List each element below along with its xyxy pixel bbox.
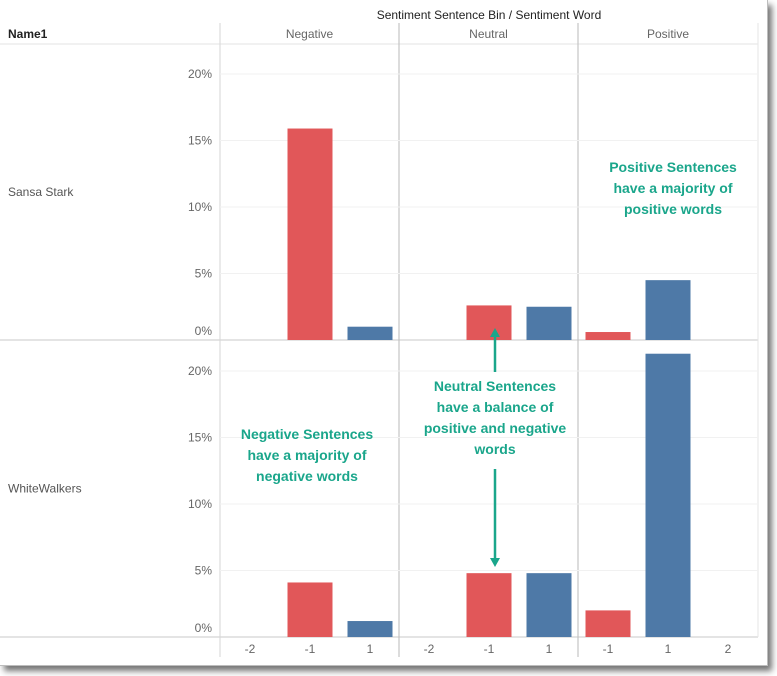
row-label-whitewalkers: WhiteWalkers <box>8 482 82 496</box>
y-tick-label: 0% <box>195 621 213 635</box>
column-header-positive: Positive <box>647 27 689 41</box>
y-tick-label: 20% <box>188 364 212 378</box>
x-tick-label: -1 <box>305 642 316 656</box>
bar-whitewalkers-negative-word-1 <box>287 582 333 637</box>
bar-whitewalkers-negative-word1 <box>347 621 393 637</box>
chart-title: Sentiment Sentence Bin / Sentiment Word <box>377 8 602 22</box>
bar-sansa-stark-neutral-word1 <box>526 306 572 340</box>
x-tick-label: 1 <box>546 642 553 656</box>
bar-sansa-stark-negative-word-1 <box>287 128 333 340</box>
x-tick-label: 1 <box>367 642 374 656</box>
bar-whitewalkers-neutral-word-1 <box>466 573 512 637</box>
y-tick-label: 15% <box>188 431 212 445</box>
x-tick-label: -1 <box>603 642 614 656</box>
y-tick-label: 5% <box>195 564 213 578</box>
annotation-neutral: Neutral Sentences have a balance of positi… <box>424 378 567 457</box>
x-tick-label: 1 <box>665 642 672 656</box>
bar-whitewalkers-positive-word1 <box>645 353 691 637</box>
y-tick-label: 20% <box>188 67 212 81</box>
arrow-up-head <box>490 328 500 337</box>
column-header-negative: Negative <box>286 27 334 41</box>
bar-sansa-stark-positive-word1 <box>645 280 691 340</box>
x-tick-label: 2 <box>725 642 732 656</box>
row-label-sansa-stark: Sansa Stark <box>8 185 74 199</box>
arrow-down-head <box>490 558 500 567</box>
y-tick-label: 0% <box>195 324 213 338</box>
x-tick-label: -1 <box>484 642 495 656</box>
column-header-neutral: Neutral <box>469 27 508 41</box>
chart-frame: Sentiment Sentence Bin / Sentiment Word … <box>0 0 768 666</box>
y-tick-label: 15% <box>188 134 212 148</box>
bar-whitewalkers-positive-word-1 <box>585 610 631 637</box>
x-tick-label: -2 <box>424 642 435 656</box>
annotation-negative: Negative Sentences have a majority of nega… <box>241 426 373 484</box>
row-header: Name1 <box>8 27 48 41</box>
x-tick-label: -2 <box>245 642 256 656</box>
y-tick-label: 10% <box>188 200 212 214</box>
y-tick-label: 5% <box>195 267 213 281</box>
bar-sansa-stark-negative-word1 <box>347 326 393 340</box>
bar-sansa-stark-neutral-word-1 <box>466 305 512 340</box>
bar-whitewalkers-neutral-word1 <box>526 573 572 637</box>
annotation-positive: Positive Sentences have a majority of posi… <box>609 159 737 217</box>
bar-sansa-stark-positive-word-1 <box>585 332 631 340</box>
y-tick-label: 10% <box>188 497 212 511</box>
